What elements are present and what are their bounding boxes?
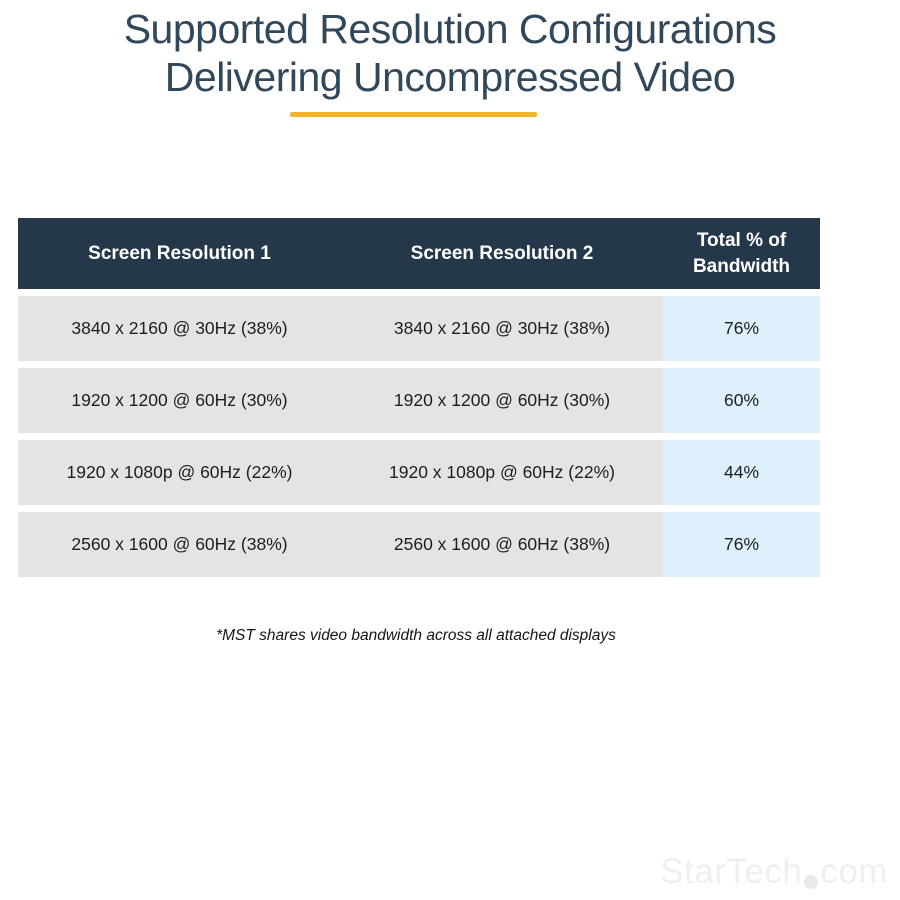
resolution-table: Screen Resolution 1 Screen Resolution 2 … xyxy=(18,218,820,577)
watermark-tld-text: com xyxy=(820,852,888,891)
cell-resolution-2: 2560 x 1600 @ 60Hz (38%) xyxy=(341,512,663,577)
cell-resolution-1: 1920 x 1200 @ 60Hz (30%) xyxy=(18,368,341,433)
cell-total-bandwidth: 76% xyxy=(663,296,820,361)
startech-watermark: StarTech com xyxy=(660,852,888,892)
watermark-dot-icon xyxy=(804,875,819,889)
cell-resolution-1: 2560 x 1600 @ 60Hz (38%) xyxy=(18,512,341,577)
header-cell-screen-resolution-1: Screen Resolution 1 xyxy=(88,242,271,264)
cell-resolution-2: 1920 x 1200 @ 60Hz (30%) xyxy=(341,368,663,433)
table-header-row: Screen Resolution 1 Screen Resolution 2 … xyxy=(18,218,820,289)
table-row: 3840 x 2160 @ 30Hz (38%) 3840 x 2160 @ 3… xyxy=(18,296,820,361)
cell-resolution-1: 3840 x 2160 @ 30Hz (38%) xyxy=(18,296,341,361)
page-title-line-1: Supported Resolution Configurations xyxy=(123,6,777,52)
cell-total-bandwidth: 44% xyxy=(663,440,820,505)
title-underline-accent xyxy=(290,112,537,117)
page-title: Supported Resolution Configurations Deli… xyxy=(0,5,900,102)
page-title-line-2: Delivering Uncompressed Video xyxy=(164,54,736,101)
table-row: 1920 x 1080p @ 60Hz (22%) 1920 x 1080p @… xyxy=(18,440,820,505)
watermark-brand-text: StarTech xyxy=(660,852,803,891)
header-cell-screen-resolution-2: Screen Resolution 2 xyxy=(410,242,594,264)
mst-footnote: *MST shares video bandwidth across all a… xyxy=(216,627,616,644)
header-cell-total-bandwidth: Total % of Bandwidth xyxy=(692,229,791,277)
cell-total-bandwidth: 60% xyxy=(663,368,820,433)
table-row: 1920 x 1200 @ 60Hz (30%) 1920 x 1200 @ 6… xyxy=(18,368,820,433)
cell-resolution-2: 1920 x 1080p @ 60Hz (22%) xyxy=(341,440,663,505)
cell-resolution-2: 3840 x 2160 @ 30Hz (38%) xyxy=(341,296,663,361)
cell-total-bandwidth: 76% xyxy=(663,512,820,577)
table-row: 2560 x 1600 @ 60Hz (38%) 2560 x 1600 @ 6… xyxy=(18,512,820,577)
cell-resolution-1: 1920 x 1080p @ 60Hz (22%) xyxy=(18,440,341,505)
